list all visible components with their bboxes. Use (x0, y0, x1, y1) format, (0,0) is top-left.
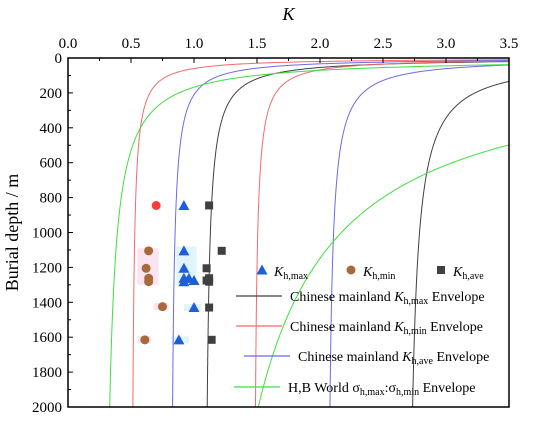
legend-entry-label: Chinese mainland Kh,max Envelope (290, 290, 485, 307)
envelope-curve (329, 64, 510, 407)
x-tick-label: 2.0 (311, 36, 330, 52)
x-tick-label: 0.0 (59, 36, 78, 52)
envelope-curves (109, 59, 510, 407)
data-point-square (205, 201, 214, 210)
data-point-square (217, 246, 226, 255)
legend-marker-triangle (256, 264, 268, 275)
legend-entry-label: Kh,min (362, 265, 395, 282)
legend-marker-square (437, 266, 445, 274)
y-tick-label: 400 (40, 121, 63, 137)
axis-ticks: 0.0 0.5 1.0 1.5 2.0 2.5 3.0 3.5 0 200 400 600 800 100… (32, 36, 518, 416)
data-point-triangle (178, 245, 190, 256)
x-axis-title: K (281, 4, 295, 24)
y-tick-label: 600 (40, 156, 63, 172)
x-tick-label: 1.0 (185, 36, 204, 52)
data-point-triangle (188, 302, 200, 313)
x-tick-label: 0.5 (122, 36, 141, 52)
data-point-circle (158, 302, 167, 312)
legend: Kh,max Kh,min Kh,ave Chinese mainland Kh,ma… (234, 264, 489, 398)
data-point-triangle (178, 262, 190, 273)
data-point-triangle (178, 199, 190, 210)
y-tick-label: 0 (55, 51, 63, 67)
y-tick-label: 800 (40, 191, 63, 207)
x-tick-label: 1.5 (248, 36, 267, 52)
data-point-triangle (178, 276, 190, 287)
y-tick-label: 1200 (32, 260, 62, 276)
legend-entry-label: Kh,max (273, 265, 308, 282)
highlight-boxes (137, 246, 202, 344)
x-tick-label: 3.0 (437, 36, 456, 52)
data-point-square (207, 335, 216, 344)
data-point-circle (144, 277, 154, 287)
data-point-circle (140, 335, 150, 345)
data-points (140, 199, 226, 345)
y-tick-label: 2000 (32, 400, 62, 416)
y-tick-label: 1000 (32, 226, 62, 242)
envelope-curve (412, 80, 510, 407)
envelope-curve (172, 60, 510, 407)
x-tick-label: 3.5 (500, 36, 519, 52)
envelope-curve (206, 61, 510, 407)
data-point-square (205, 303, 214, 312)
envelope-curve (255, 60, 509, 407)
data-point-circle (141, 263, 151, 273)
legend-entry-label: Chinese mainland Kh,min Envelope (290, 320, 483, 337)
envelope-curve (109, 64, 509, 407)
y-tick-label: 1600 (32, 330, 62, 346)
envelope-curve (132, 59, 510, 407)
highlight-box (176, 246, 197, 285)
y-axis-title: Burial depth / m (2, 174, 22, 291)
data-point-triangle (173, 334, 185, 345)
data-point-triangle (188, 274, 200, 285)
x-tick-label: 2.5 (374, 36, 393, 52)
data-point-square (202, 264, 211, 273)
legend-marker-circle (346, 265, 356, 275)
y-tick-label: 1800 (32, 365, 62, 381)
legend-entry-label: H,B World σh,max:σh,min Envelope (288, 381, 475, 398)
envelope-curve (257, 144, 510, 407)
data-point-circle (144, 246, 154, 256)
legend-entry-label: Chinese mainland Kh,ave Envelope (298, 350, 489, 367)
data-point-square (205, 277, 214, 286)
data-point-circle (151, 200, 161, 210)
y-tick-label: 1400 (32, 295, 62, 311)
legend-entry-label: Kh,ave (452, 265, 484, 282)
y-tick-label: 200 (40, 86, 63, 102)
